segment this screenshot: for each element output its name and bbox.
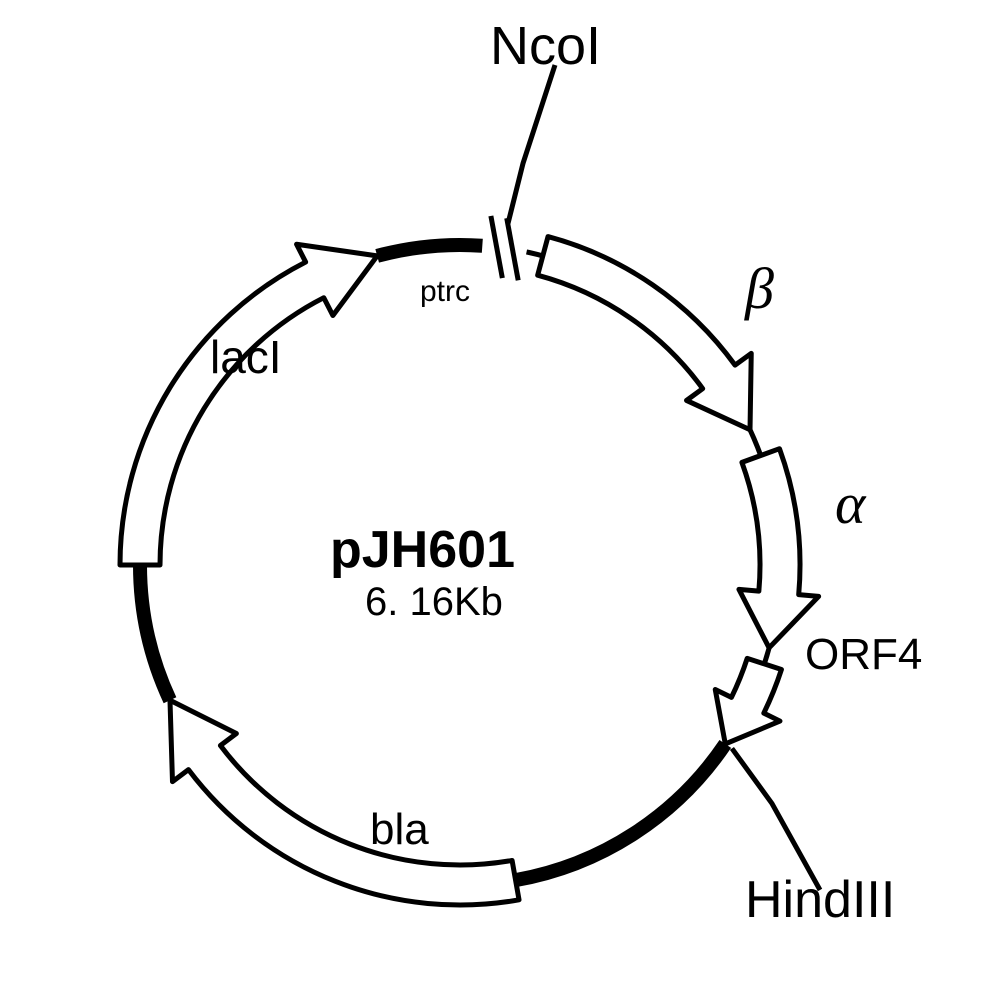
plasmid-size: 6. 16Kb	[365, 580, 503, 625]
label-lacI: lacI	[210, 330, 282, 384]
label-beta: β	[745, 255, 774, 322]
label-ncoI: NcoI	[490, 15, 601, 77]
label-alpha: α	[835, 470, 865, 537]
label-bla: bla	[370, 805, 429, 855]
label-ptrc: ptrc	[420, 275, 470, 309]
label-orf4: ORF4	[805, 630, 922, 680]
plasmid-map: pJH601 6. 16Kb NcoI HindIII lacI ptrc β …	[0, 0, 984, 983]
label-hindIII: HindIII	[745, 870, 895, 930]
plasmid-name: pJH601	[330, 520, 515, 580]
